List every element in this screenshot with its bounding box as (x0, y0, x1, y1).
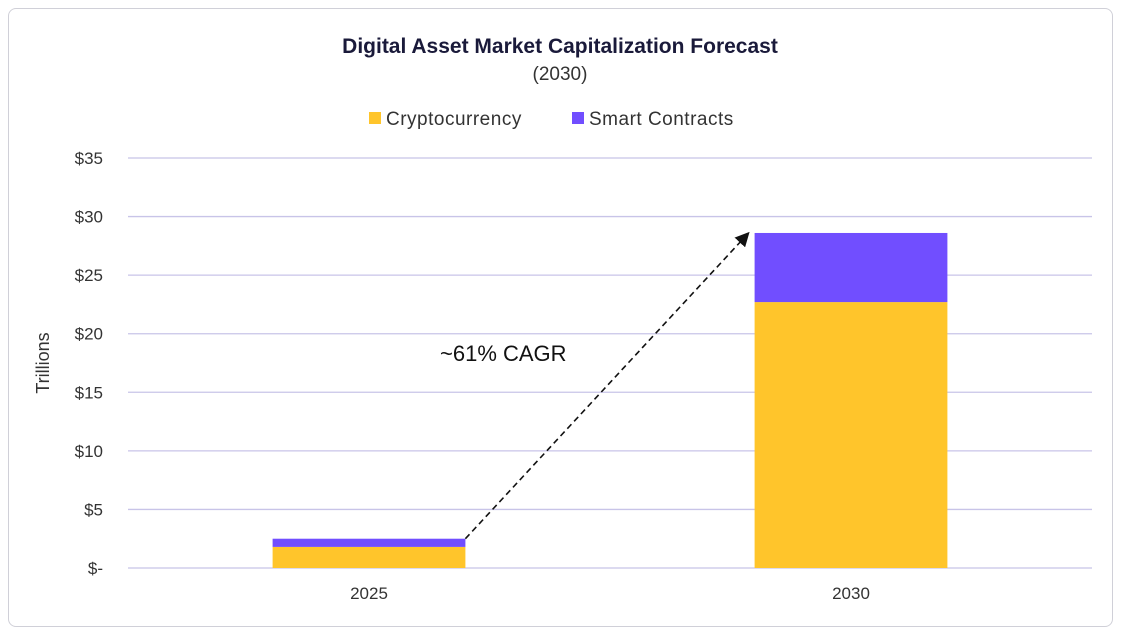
y-tick-label: $15 (75, 383, 103, 402)
cagr-arrow (464, 231, 750, 540)
chart-subtitle: (2030) (533, 64, 588, 85)
bar-smart-contracts-2030 (754, 232, 948, 303)
bar-smart-contracts-2025 (272, 538, 466, 547)
y-axis-label: Trillions (33, 332, 53, 393)
legend-label: Cryptocurrency (386, 109, 522, 130)
gridlines (128, 157, 1092, 569)
bar-cryptocurrency-2025 (272, 546, 466, 568)
legend: Cryptocurrency Smart Contracts (369, 109, 734, 130)
y-tick-label: $30 (75, 208, 103, 227)
legend-swatch (572, 112, 584, 124)
y-tick-label: $35 (75, 149, 103, 168)
bar-cryptocurrency-2030 (754, 302, 948, 568)
legend-swatch (369, 112, 381, 124)
x-tick-label: 2030 (832, 584, 870, 603)
y-tick-label: $20 (75, 325, 103, 344)
bars (272, 232, 948, 568)
x-axis-ticks: 2025 2030 (350, 584, 870, 603)
y-tick-label: $25 (75, 266, 103, 285)
y-axis-ticks: $- $5 $10 $15 $20 $25 $30 $35 (75, 149, 103, 578)
y-tick-label: $- (88, 559, 103, 578)
x-tick-label: 2025 (350, 584, 388, 603)
y-tick-label: $5 (84, 500, 103, 519)
cagr-annotation: ~61% CAGR (440, 341, 567, 366)
chart-title: Digital Asset Market Capitalization Fore… (342, 35, 778, 58)
legend-label: Smart Contracts (589, 109, 734, 130)
y-tick-label: $10 (75, 442, 103, 461)
chart-frame (8, 8, 1113, 627)
